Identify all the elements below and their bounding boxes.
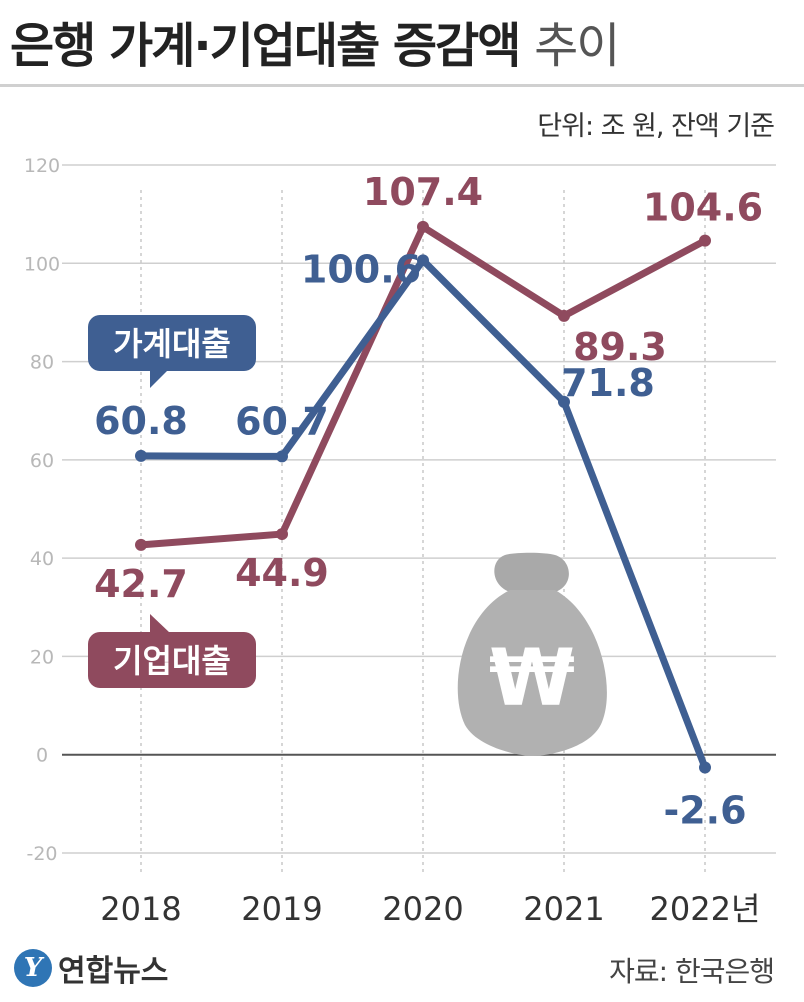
chart-title: 은행 가계·기업대출 증감액 추이 bbox=[10, 6, 620, 76]
legend-box-0 bbox=[88, 315, 256, 371]
y-tick-label: 20 bbox=[30, 646, 54, 668]
y-tick-label: 100 bbox=[24, 253, 60, 275]
brand-mark-icon: Y bbox=[14, 949, 52, 987]
y-tick-label: -20 bbox=[26, 843, 57, 865]
data-label: 60.8 bbox=[94, 399, 188, 443]
svg-text:₩: ₩ bbox=[489, 634, 575, 724]
y-tick-label: 80 bbox=[30, 352, 54, 374]
x-guide-layer bbox=[140, 190, 706, 875]
data-label: 44.9 bbox=[235, 551, 329, 595]
data-label: -2.6 bbox=[663, 788, 746, 832]
chart-title-main: 은행 가계·기업대출 증감액 bbox=[10, 18, 521, 74]
data-point bbox=[417, 254, 429, 267]
tick-layer: 120 100 80 60 40 20 0 -20 2018 2019 2020 2021 2022년 bbox=[24, 155, 761, 928]
data-label: 60.7 bbox=[235, 399, 329, 443]
data-point bbox=[699, 234, 711, 247]
legend-pointer bbox=[150, 370, 168, 388]
source-note: 자료: 한국은행 bbox=[609, 955, 775, 988]
brand-name: 연합뉴스 bbox=[58, 954, 169, 989]
data-label: 100.6 bbox=[301, 247, 421, 291]
data-label: 42.7 bbox=[94, 562, 188, 606]
legend-pointer bbox=[150, 614, 170, 633]
legend-label: 가계대출 bbox=[113, 325, 231, 363]
y-tick-label: 120 bbox=[24, 155, 60, 177]
brand-logo: Y 연합뉴스 bbox=[14, 946, 168, 990]
label-layer: 60.8 60.7 100.6 71.8 -2.6 42.7 44.9 107.4 89.3 10… bbox=[94, 170, 763, 833]
unit-note: 단위: 조 원, 잔액 기준 bbox=[537, 111, 775, 142]
legend-label: 기업대출 bbox=[113, 642, 231, 680]
data-label: 107.4 bbox=[363, 170, 483, 214]
x-tick-label: 2022년 bbox=[650, 890, 761, 928]
data-point bbox=[276, 450, 288, 463]
data-point bbox=[417, 220, 429, 233]
chart-title-suffix: 추이 bbox=[534, 18, 620, 74]
title-divider bbox=[0, 84, 804, 87]
x-tick-label: 2021 bbox=[523, 890, 604, 928]
x-tick-label: 2020 bbox=[382, 890, 463, 928]
data-label: 71.8 bbox=[561, 361, 655, 405]
data-point bbox=[135, 449, 147, 462]
data-point bbox=[558, 309, 570, 322]
data-point bbox=[558, 395, 570, 408]
y-tick-label: 0 bbox=[36, 745, 48, 767]
data-label: 104.6 bbox=[643, 186, 763, 230]
legend-box-1 bbox=[88, 632, 256, 688]
money-bag-icon: ₩ bbox=[457, 552, 607, 756]
data-point bbox=[699, 761, 711, 774]
x-tick-label: 2019 bbox=[241, 890, 322, 928]
y-tick-label: 40 bbox=[30, 548, 54, 570]
x-tick-label: 2018 bbox=[100, 890, 181, 928]
data-point bbox=[135, 538, 147, 551]
y-tick-label: 60 bbox=[30, 450, 54, 472]
data-point bbox=[276, 528, 288, 541]
series-layer bbox=[135, 220, 711, 774]
data-label: 89.3 bbox=[573, 325, 667, 369]
